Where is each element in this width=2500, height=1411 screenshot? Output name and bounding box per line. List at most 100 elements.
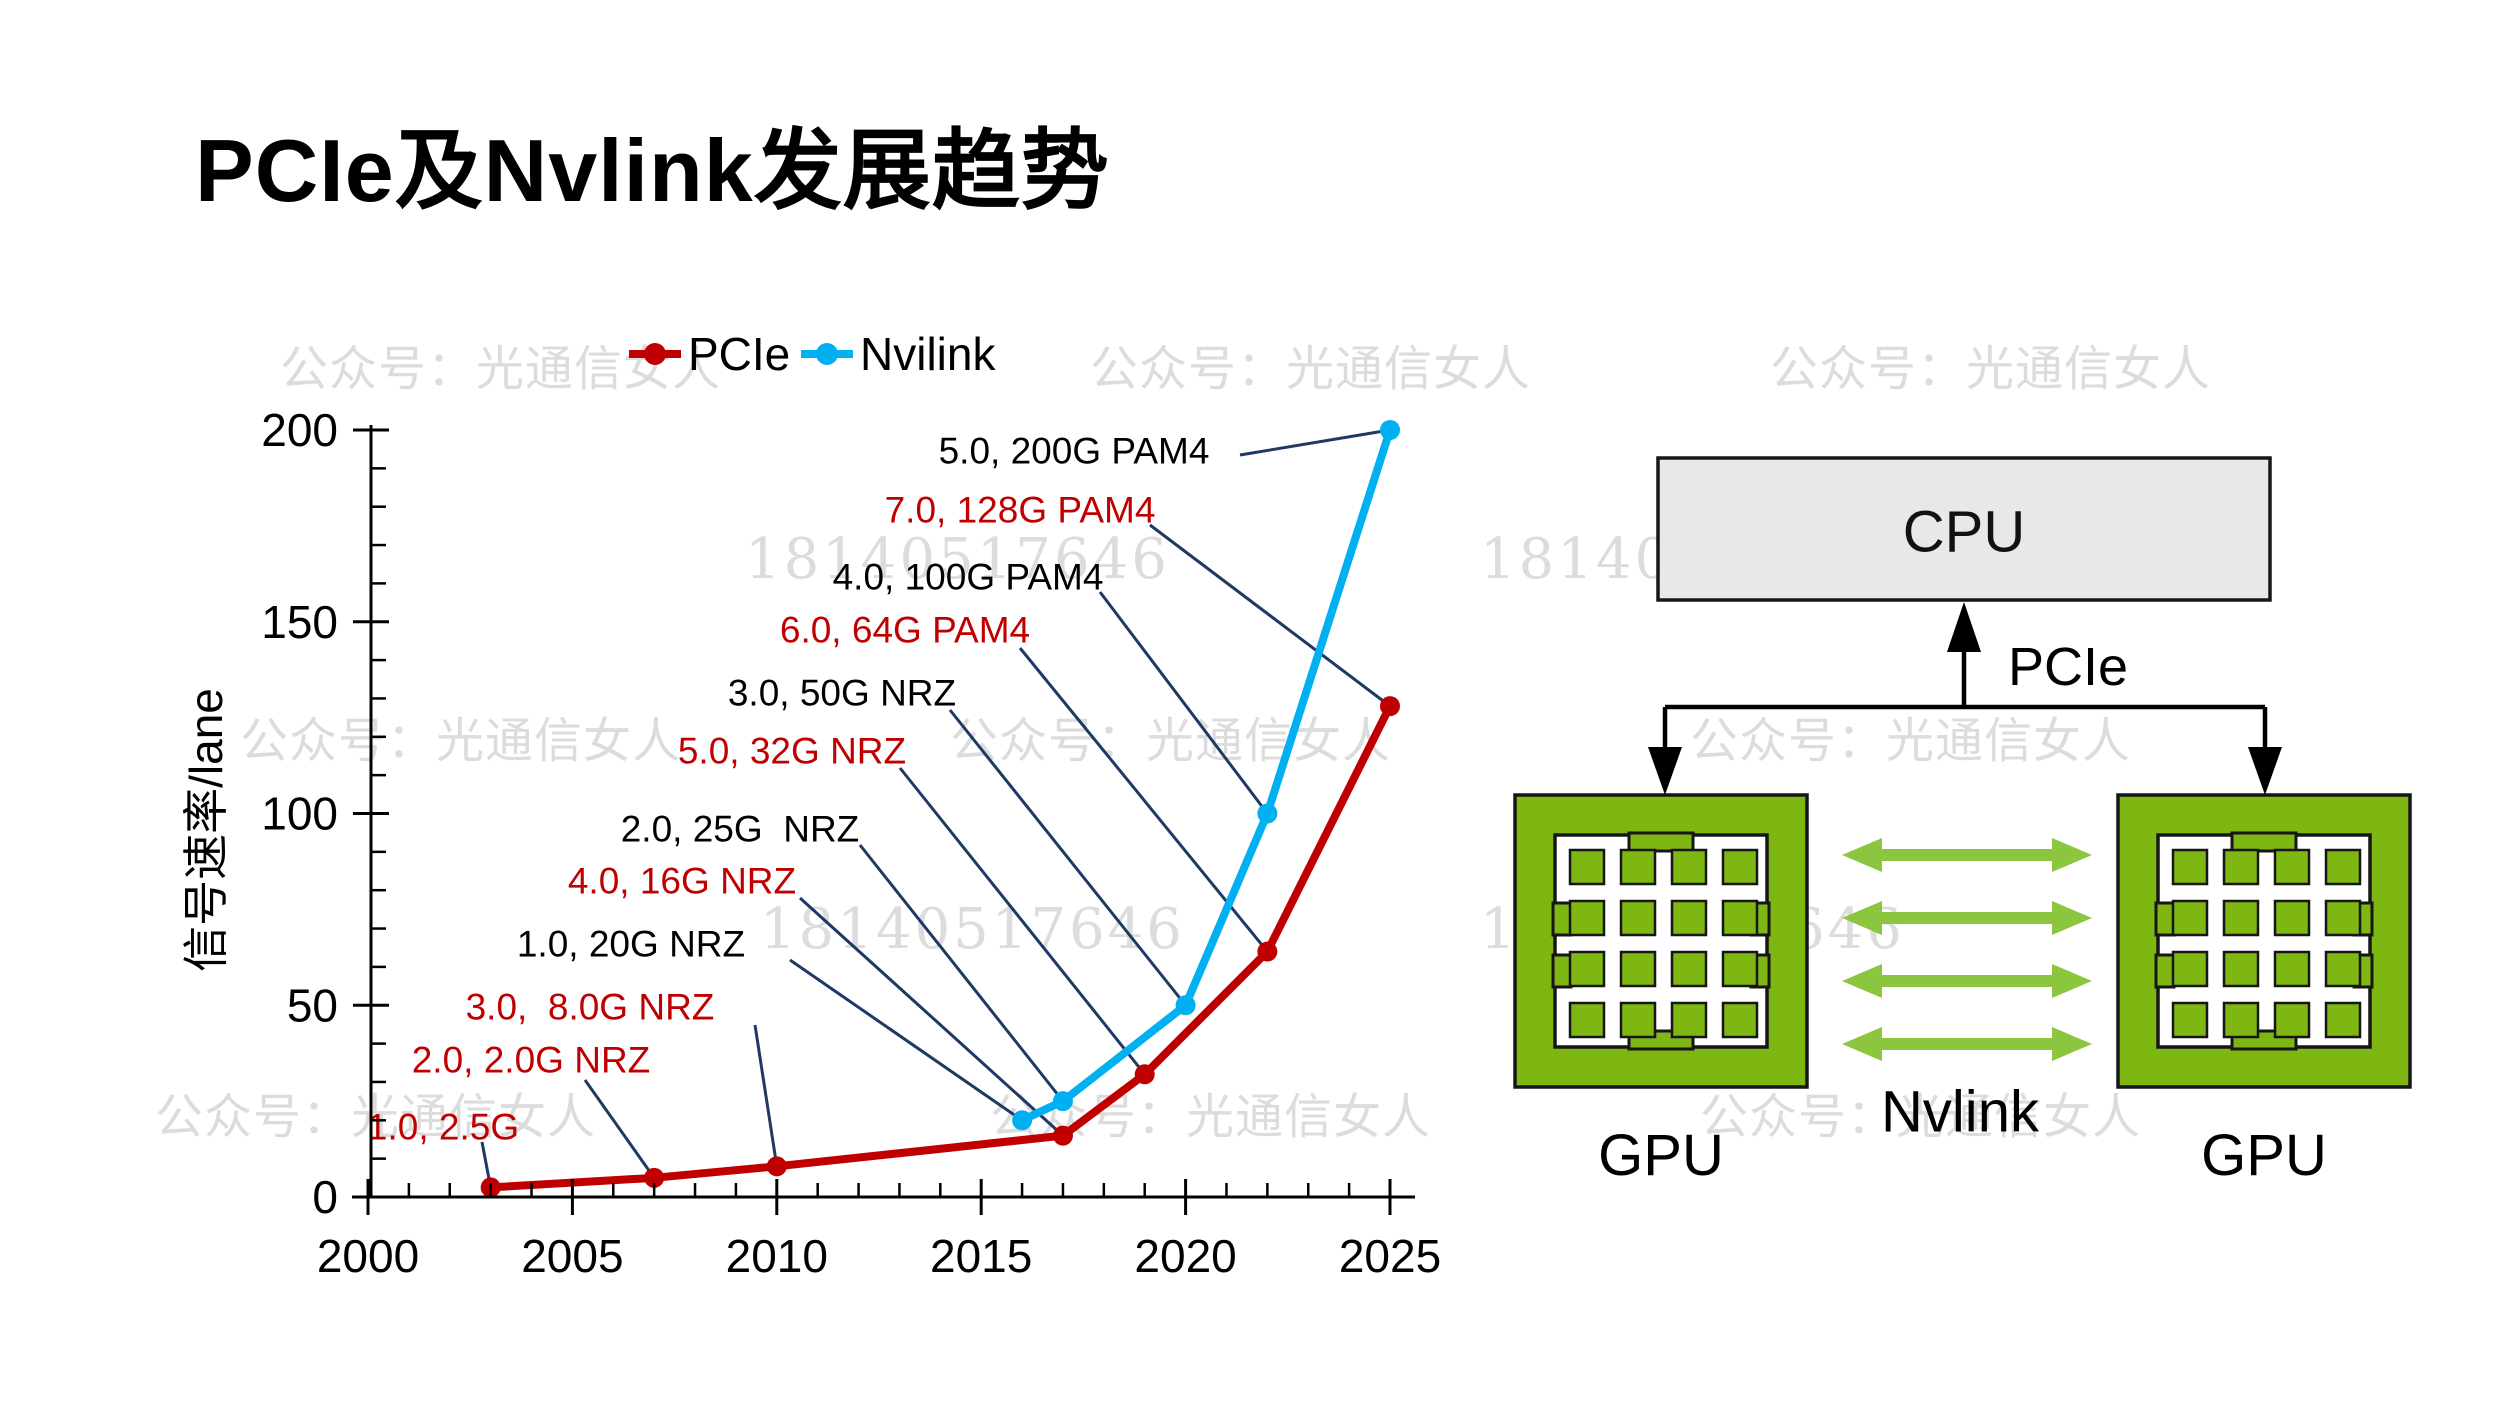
gpu-right-chip-notch	[2230, 831, 2298, 853]
gpu-left-chip-die-cell	[1721, 950, 1759, 988]
gpu-left-chip-notch	[1551, 901, 1573, 937]
watermark-text: 公众号：光通信女人	[1090, 341, 1531, 397]
gpu-right-chip	[2116, 793, 2412, 1089]
gpu-right-chip-die-cell	[2324, 899, 2362, 937]
gpu-left-chip-die-cell	[1619, 1001, 1657, 1039]
gpu-right-chip-die-cell	[2171, 1001, 2209, 1039]
gpu-left-chip-notch	[1551, 953, 1573, 989]
gpu-right-chip-die-cell	[2273, 848, 2311, 886]
gpu-right-chip-die-cell	[2171, 950, 2209, 988]
nvilink-data-point	[1380, 420, 1400, 440]
nvlink-arrow-icon	[1842, 901, 2092, 935]
nvlink-arrow-icon	[1842, 964, 2092, 998]
gpu-left-chip-die-cell	[1568, 899, 1606, 937]
pcie-arrowhead-down-icon	[2248, 747, 2282, 795]
gpu-right-chip-die-cell	[2222, 950, 2260, 988]
gpu-left-chip-die-cell	[1670, 950, 1708, 988]
nvilink-data-point	[1175, 995, 1196, 1016]
series-layer	[480, 420, 1400, 1198]
nvilink-data-point	[1012, 1110, 1033, 1131]
gpu-right-chip-die-cell	[2324, 1001, 2362, 1039]
y-tick-label: 150	[261, 596, 338, 648]
chart-legend: PCIe Nvilink	[629, 328, 996, 380]
data-label: 5.0, 32G NRZ	[678, 731, 906, 772]
y-tick-label: 50	[287, 979, 338, 1031]
data-label: 2.0, 2.0G NRZ	[412, 1040, 651, 1081]
gpu-left-label: GPU	[1598, 1123, 1724, 1188]
annotation-leader-line	[858, 844, 1065, 1103]
gpu-right-chip-die-cell	[2171, 899, 2209, 937]
gpu-left-chip-die-cell	[1568, 950, 1606, 988]
gpu-right-chip-die-cell	[2273, 950, 2311, 988]
gpu-right-chip-die-cell	[2273, 1001, 2311, 1039]
gpu-left-chip-die-cell	[1721, 899, 1759, 937]
pcie-data-point	[1134, 1064, 1155, 1085]
x-tick-label: 2025	[1339, 1230, 1441, 1282]
gpu-left-chip-die-cell	[1568, 848, 1606, 886]
data-label: 2.0, 25G NRZ	[621, 809, 860, 850]
gpu-right-chip-notch	[2154, 953, 2176, 989]
nvlink-label: Nvlink	[1881, 1080, 2040, 1145]
y-axis-title: 信号速率/lane	[180, 688, 232, 972]
x-tick-label: 2005	[521, 1230, 623, 1282]
x-tick-label: 2020	[1134, 1230, 1236, 1282]
cpu-gpu-diagram: CPU PCIe Nvlink GPU GPU	[1513, 456, 2412, 1188]
gpu-right-chip-die-cell	[2222, 899, 2260, 937]
gpu-left-chip	[1513, 793, 1809, 1089]
gpu-left-chip-die-cell	[1568, 1001, 1606, 1039]
watermark-text: 公众号：光通信女人	[155, 1089, 596, 1145]
gpu-left-chip-die-cell	[1670, 848, 1708, 886]
watermark-text: 18140517646	[745, 527, 1170, 592]
annotation-leader-line	[798, 896, 1064, 1137]
watermark-text: 公众号：光通信女人	[240, 713, 681, 769]
data-label: 6.0, 64G PAM4	[780, 610, 1030, 651]
x-tick-label: 2010	[726, 1230, 828, 1282]
y-tick-label: 0	[312, 1171, 338, 1223]
watermark-text: 公众号：光通信女人	[1690, 713, 2131, 769]
gpu-right-chip-die-cell	[2171, 848, 2209, 886]
data-label: 3.0, 8.0G NRZ	[466, 987, 715, 1028]
nvilink-data-point	[1257, 803, 1278, 824]
pcie-data-point	[644, 1167, 665, 1188]
gpu-left-chip-die-cell	[1721, 1001, 1759, 1039]
gpu-left-chip-notch	[1627, 831, 1695, 853]
data-label: 1.0, 20G NRZ	[517, 924, 745, 965]
pcie-arrowhead-up-icon	[1947, 602, 1981, 652]
data-label: 5.0, 200G PAM4	[939, 431, 1210, 472]
y-tick-label: 200	[261, 404, 338, 456]
pcie-data-point	[1257, 941, 1278, 962]
annotation-leader-line	[1098, 591, 1269, 815]
pcie-data-point	[1052, 1125, 1073, 1146]
gpu-right-chip-die-cell	[2273, 899, 2311, 937]
pcie-label: PCIe	[2008, 637, 2128, 697]
annotation-leader-line	[1239, 428, 1391, 457]
cpu-label: CPU	[1903, 500, 2025, 565]
axes-layer: 0 50 100 150 200 2000 2005 2010 2015 2020 2025 信号速率…	[180, 404, 1441, 1282]
data-label: 7.0, 128G PAM4	[885, 490, 1156, 531]
nvlink-arrow-icon	[1842, 1027, 2092, 1061]
cpu-box	[1656, 456, 2272, 602]
data-label: 1.0, 2.5G	[367, 1107, 519, 1148]
annotation-leader-line	[789, 958, 1023, 1122]
gpu-left-chip-die-cell	[1721, 848, 1759, 886]
gpu-right-chip-die-cell	[2324, 950, 2362, 988]
legend-nvilink-marker	[816, 343, 838, 365]
data-label: 3.0, 50G NRZ	[728, 673, 956, 714]
nvilink-data-point	[1052, 1091, 1073, 1112]
watermark-text: 公众号：光通信女人	[1770, 341, 2211, 397]
gpu-right-chip-die-cell	[2324, 848, 2362, 886]
watermark-text: 公众号：光通信女人	[950, 713, 1391, 769]
page-title: PCIe及Nvlink发展趋势	[195, 121, 1110, 220]
pcie-data-point	[1380, 696, 1400, 717]
nvlink-arrow-icon	[1842, 838, 2092, 872]
annotation-leader-line	[583, 1079, 656, 1179]
legend-nvilink-label: Nvilink	[860, 328, 996, 380]
watermark-text: 公众号：光通信女人	[1700, 1089, 2141, 1145]
gpu-left-chip-die-cell	[1619, 848, 1657, 886]
annotation-leader-line	[753, 1024, 779, 1167]
legend-pcie-label: PCIe	[688, 328, 790, 380]
gpu-left-chip-die-cell	[1619, 899, 1657, 937]
gpu-right-chip-die-cell	[2222, 848, 2260, 886]
gpu-left-chip-die-cell	[1670, 899, 1708, 937]
